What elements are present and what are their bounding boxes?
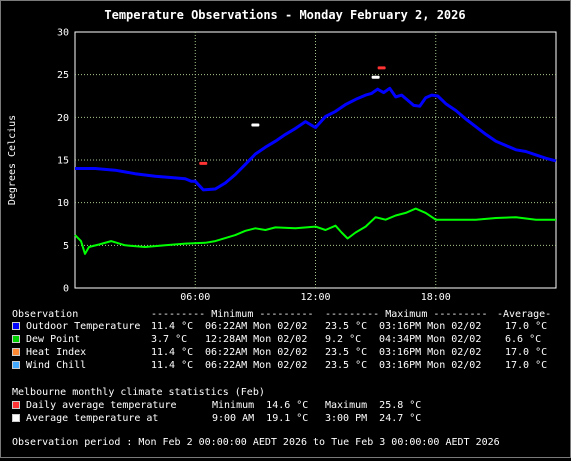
row-min-time: 06:22AM Mon 02/02: [205, 347, 308, 358]
climate-label: Average temperature at: [26, 413, 159, 424]
series-swatch: [12, 348, 20, 356]
row-min-time: 06:22AM Mon 02/02: [205, 360, 308, 371]
row-max-time: 03:16PM Mon 02/02: [379, 347, 482, 358]
row-min: 11.4 °C: [151, 321, 194, 332]
row-name: Heat Index: [26, 347, 87, 358]
row-max: 23.5 °C: [325, 347, 368, 358]
row-min: 3.7 °C: [151, 334, 188, 345]
y-tick-label: 5: [63, 241, 69, 252]
y-tick-label: 0: [63, 284, 69, 295]
row-name: Outdoor Temperature: [26, 321, 141, 332]
row-avg: 17.0 °C: [505, 360, 548, 371]
climate-label: Daily average temperature: [26, 400, 177, 411]
row-max-time: 03:16PM Mon 02/02: [379, 360, 482, 371]
climate-value-a: Minimum 14.6 °C: [212, 400, 309, 411]
climate-swatch: [12, 414, 20, 422]
row-max: 9.2 °C: [325, 334, 362, 345]
table-header: Observation --------- Minimum --------- …: [0, 309, 551, 321]
series-swatch: [12, 335, 20, 343]
y-tick-label: 20: [57, 113, 69, 124]
observation-period: Observation period : Mon Feb 2 00:00:00 …: [12, 437, 500, 448]
x-tick-label: 18:00: [421, 292, 451, 300]
row-max-time: 03:16PM Mon 02/02: [379, 321, 482, 332]
row-max-time: 04:34PM Mon 02/02: [379, 334, 482, 345]
climate-value-a: 9:00 AM 19.1 °C: [212, 413, 309, 424]
climate-marker: [251, 123, 260, 127]
header-minimum: --------- Minimum ---------: [151, 309, 314, 320]
header-average: -Average-: [497, 309, 552, 320]
climate-marker: [371, 75, 380, 79]
climate-heading: Melbourne monthly climate statistics (Fe…: [12, 387, 265, 398]
row-max: 23.5 °C: [325, 321, 368, 332]
temperature-chart: Temperature Observations - Monday Februa…: [7, 8, 557, 301]
row-avg: 17.0 °C: [505, 347, 548, 358]
row-min-time: 12:28AM Mon 02/02: [205, 334, 308, 345]
row-max: 23.5 °C: [325, 360, 368, 371]
climate-markers: [199, 66, 386, 165]
chart-title: Temperature Observations - Monday Februa…: [104, 8, 465, 22]
outdoor-temperature-line: [75, 86, 557, 192]
header-observation: Observation: [12, 309, 79, 320]
climate-marker: [377, 66, 386, 70]
x-tick-label: 12:00: [300, 292, 330, 300]
row-name: Wind Chill: [26, 360, 87, 371]
x-tick-label: 06:00: [180, 292, 210, 300]
series-swatch: [12, 361, 20, 369]
row-avg: 17.0 °C: [505, 321, 548, 332]
row-avg: 6.6 °C: [505, 334, 542, 345]
climate-swatch: [12, 401, 20, 409]
series-lines: [74, 86, 557, 255]
row-min: 11.4 °C: [151, 347, 194, 358]
climate-value-b: Maximum 25.8 °C: [325, 400, 422, 411]
y-tick-label: 30: [57, 28, 69, 39]
y-tick-label: 15: [57, 156, 69, 167]
series-swatch: [12, 322, 20, 330]
row-name: Dew Point: [26, 334, 81, 345]
y-axis-label: Degrees Celcius: [7, 115, 18, 205]
row-min-time: 06:22AM Mon 02/02: [205, 321, 308, 332]
climate-value-b: 3:00 PM 24.7 °C: [325, 413, 422, 424]
y-tick-label: 10: [57, 198, 69, 209]
climate-marker: [199, 161, 208, 165]
dew-point-line: [74, 207, 556, 255]
y-tick-label: 25: [57, 70, 69, 81]
header-maximum: --------- Maximum ---------: [325, 309, 488, 320]
row-min: 11.4 °C: [151, 360, 194, 371]
axis-ticks: 0 5 10 15 20 25 30 06:00 12:00 18:00: [57, 28, 451, 301]
grid-lines: [75, 32, 556, 288]
